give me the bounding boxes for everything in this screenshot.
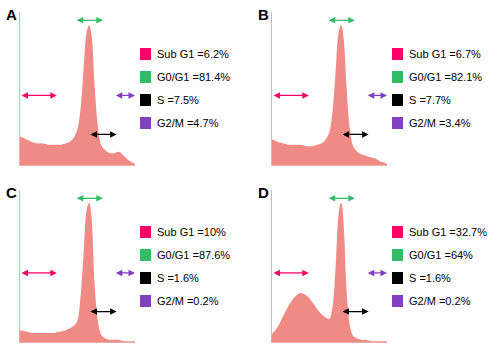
svg-text:G0/G1 =81.4%: G0/G1 =81.4% bbox=[157, 71, 230, 83]
svg-text:G2/M =3.4%: G2/M =3.4% bbox=[409, 117, 471, 129]
svg-text:Sub G1 =6.7%: Sub G1 =6.7% bbox=[409, 48, 481, 60]
svg-text:A: A bbox=[6, 6, 17, 23]
svg-text:G2/M =4.7%: G2/M =4.7% bbox=[157, 117, 219, 129]
svg-text:G2/M =0.2%: G2/M =0.2% bbox=[157, 295, 219, 307]
svg-text:Sub G1 =6.2%: Sub G1 =6.2% bbox=[157, 48, 229, 60]
svg-text:C: C bbox=[6, 184, 17, 201]
svg-text:S =1.6%: S =1.6% bbox=[409, 272, 451, 284]
svg-text:G2/M =0.2%: G2/M =0.2% bbox=[409, 295, 471, 307]
svg-text:D: D bbox=[258, 184, 269, 201]
svg-text:G0/G1 =64%: G0/G1 =64% bbox=[409, 249, 473, 261]
svg-text:B: B bbox=[258, 6, 269, 23]
svg-text:G0/G1 =87.6%: G0/G1 =87.6% bbox=[157, 249, 230, 261]
svg-text:Sub G1 =10%: Sub G1 =10% bbox=[157, 226, 226, 238]
svg-text:G0/G1 =82.1%: G0/G1 =82.1% bbox=[409, 71, 482, 83]
svg-text:Sub G1 =32.7%: Sub G1 =32.7% bbox=[409, 226, 487, 238]
svg-text:S =7.7%: S =7.7% bbox=[409, 94, 451, 106]
svg-text:S =1.6%: S =1.6% bbox=[157, 272, 199, 284]
svg-text:S =7.5%: S =7.5% bbox=[157, 94, 199, 106]
